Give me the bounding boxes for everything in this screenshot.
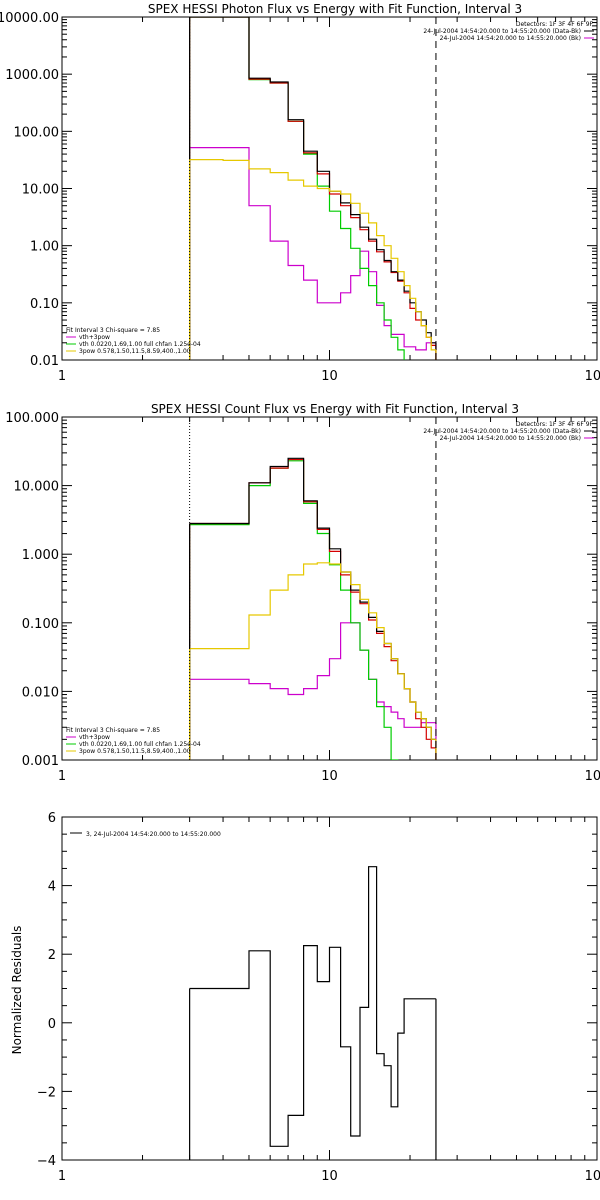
y-tick-label: 0.10 — [30, 297, 59, 312]
photon-flux-title: SPEX HESSI Photon Flux vs Energy with Fi… — [148, 2, 522, 16]
residuals-step — [189, 866, 436, 1147]
y-tick-label: 1.000 — [22, 548, 59, 563]
y-tick-label: 0.010 — [22, 685, 59, 700]
legend-bottom-left-text: Fit Interval 3 Chi-square = 7.85 — [66, 327, 160, 334]
y-tick-label: 4 — [48, 880, 56, 895]
series-vth — [189, 17, 405, 360]
legend-bottom-left-text: vth 0.0220,1.69,1.00 full chfan 1.25e-04 — [79, 741, 201, 748]
series-group — [189, 457, 437, 760]
legend-top-right-text: 24-Jul-2004 14:54:20.000 to 14:55:20.000… — [440, 35, 581, 42]
y-tick-label: 0.01 — [30, 354, 59, 369]
legend-bottom-left-text: vth 0.0220,1.69,1.00 full chfan 1.25e-04 — [79, 341, 201, 348]
series-3pow — [189, 159, 436, 351]
y-tick-label: 1000.00 — [5, 68, 59, 83]
legend-bottom-left-text: vth+3pow — [79, 334, 110, 341]
x-tick-label: 100 — [585, 369, 600, 384]
legend-top-right-text: 24-Jul-2004 14:54:20.000 to 14:55:20.000… — [440, 435, 581, 442]
x-tick-label: 100 — [585, 1169, 600, 1184]
series-background — [189, 147, 436, 351]
x-tick-label: 1 — [58, 769, 66, 784]
y-tick-label: 0.100 — [22, 617, 59, 632]
x-tick-label: 10 — [321, 769, 338, 784]
series-data — [189, 457, 436, 740]
y-tick-label: 100.000 — [5, 411, 59, 426]
legend-bottom-left-text: vth+3pow — [79, 734, 110, 741]
x-tick-label: 1 — [58, 1169, 66, 1184]
residuals-legend-text: 3, 24-Jul-2004 14:54:20.000 to 14:55:20.… — [86, 831, 221, 838]
y-tick-label: 2 — [48, 948, 56, 963]
y-tick-label: 10000.00 — [0, 11, 59, 26]
y-tick-label: 0.001 — [22, 754, 59, 769]
x-tick-label: 10 — [321, 1169, 338, 1184]
plot-frame — [61, 816, 598, 1161]
y-tick-label: 10.00 — [22, 183, 59, 198]
legend-top-right-text: Detectors: 1F 3F 4F 6F 9F — [516, 21, 594, 28]
y-tick-label: 100.00 — [14, 125, 60, 140]
legend-bottom-left-text: 3pow 0.578,1.50,11.5,8.59,400.,1.00 — [79, 748, 191, 755]
series-group — [189, 17, 437, 360]
y-tick-label: 10.000 — [14, 480, 60, 495]
legend-top-right-text: 24-Jul-2004 14:54:20.000 to 14:55:20.000… — [423, 428, 581, 435]
series-data — [189, 17, 436, 344]
photon-flux-panel: SPEX HESSI Photon Flux vs Energy with Fi… — [0, 2, 600, 384]
y-tick-label: −2 — [37, 1085, 56, 1100]
x-tick-label: 1 — [58, 369, 66, 384]
series-total — [189, 17, 436, 346]
y-tick-label: −4 — [37, 1154, 56, 1169]
series-total — [189, 458, 436, 749]
legend-top-right-text: Detectors: 1F 3F 4F 6F 9F — [516, 421, 594, 428]
legend-top-right-text: 24-Jul-2004 14:54:20.000 to 14:55:20.000… — [423, 28, 581, 35]
x-tick-label: 100 — [585, 769, 600, 784]
plot-frame — [61, 416, 598, 761]
residuals-panel: Normalized Residuals 1 10 100 −4 −2 0 2 4 6 3, 24… — [10, 811, 600, 1184]
series-3pow — [189, 562, 436, 740]
legend-bottom-left-text: 3pow 0.578,1.50,11.5,8.59,400.,1.00 — [79, 348, 191, 355]
count-flux-title: SPEX HESSI Count Flux vs Energy with Fit… — [151, 402, 519, 416]
residuals-ylabel: Normalized Residuals — [10, 926, 24, 1055]
y-tick-label: 1.00 — [30, 240, 59, 255]
series-vth — [189, 460, 399, 760]
y-tick-label: 0 — [48, 1017, 56, 1032]
x-tick-label: 10 — [321, 369, 338, 384]
legend-bottom-left-text: Fit Interval 3 Chi-square = 7.85 — [66, 727, 160, 734]
count-flux-panel: SPEX HESSI Count Flux vs Energy with Fit… — [5, 402, 600, 784]
series-background — [189, 622, 436, 728]
y-tick-label: 6 — [48, 811, 56, 826]
